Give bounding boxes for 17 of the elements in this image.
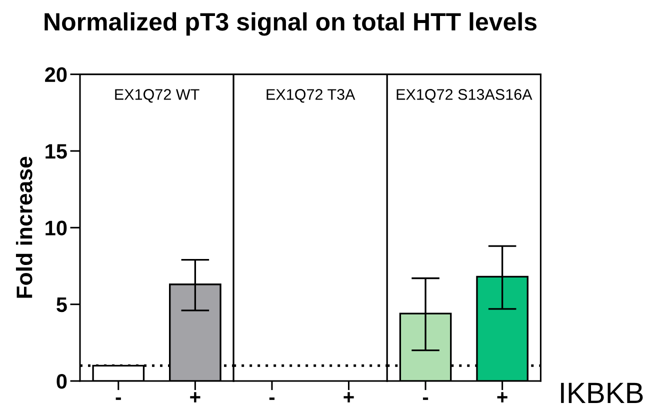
y-tick-label: 0 <box>56 374 67 389</box>
text: EX1Q72 WT <box>115 89 200 103</box>
x-tick-label: - <box>269 398 275 400</box>
text: EX1Q72 S13AS16A <box>396 89 532 103</box>
y-tick-label: 20 <box>45 67 67 82</box>
x-tick-label: + <box>190 392 200 402</box>
x-tick-label: - <box>116 398 121 400</box>
text: Normalized pT3 signal on total HTT levels <box>44 12 537 36</box>
x-axis-title: IKBKB <box>561 382 643 403</box>
y-tick-label: 10 <box>46 220 67 236</box>
text: EX1Q72 T3A <box>266 89 356 103</box>
y-tick-label: 5 <box>56 298 67 312</box>
x-tick-label: - <box>422 398 428 400</box>
y-axis-title: Fold increase <box>16 156 32 298</box>
y-tick-label: 15 <box>46 144 67 159</box>
x-tick-label: + <box>497 392 508 402</box>
x-tick-label: + <box>344 392 354 402</box>
